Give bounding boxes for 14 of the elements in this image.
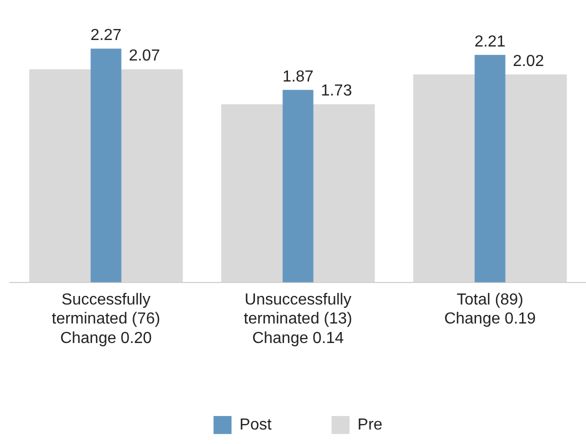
bar bbox=[474, 54, 506, 282]
x-tick-label: Successfully terminated (76) Change 0.20 bbox=[52, 291, 160, 347]
data-label: 2.21 bbox=[474, 33, 506, 50]
data-label: 2.02 bbox=[512, 52, 544, 70]
x-tick-label: Unsuccessfully terminated (13) Change 0.14 bbox=[244, 291, 352, 347]
bar bbox=[282, 90, 314, 282]
x-tick-label: Total (89) Change 0.19 bbox=[444, 291, 536, 328]
data-label: 1.87 bbox=[282, 68, 314, 86]
legend-label: Pre bbox=[358, 416, 383, 434]
data-label: 2.07 bbox=[128, 48, 160, 65]
data-label: 2.27 bbox=[90, 27, 122, 44]
data-label: 1.73 bbox=[320, 82, 352, 100]
legend-label: Post bbox=[240, 416, 272, 434]
bar bbox=[90, 48, 122, 282]
